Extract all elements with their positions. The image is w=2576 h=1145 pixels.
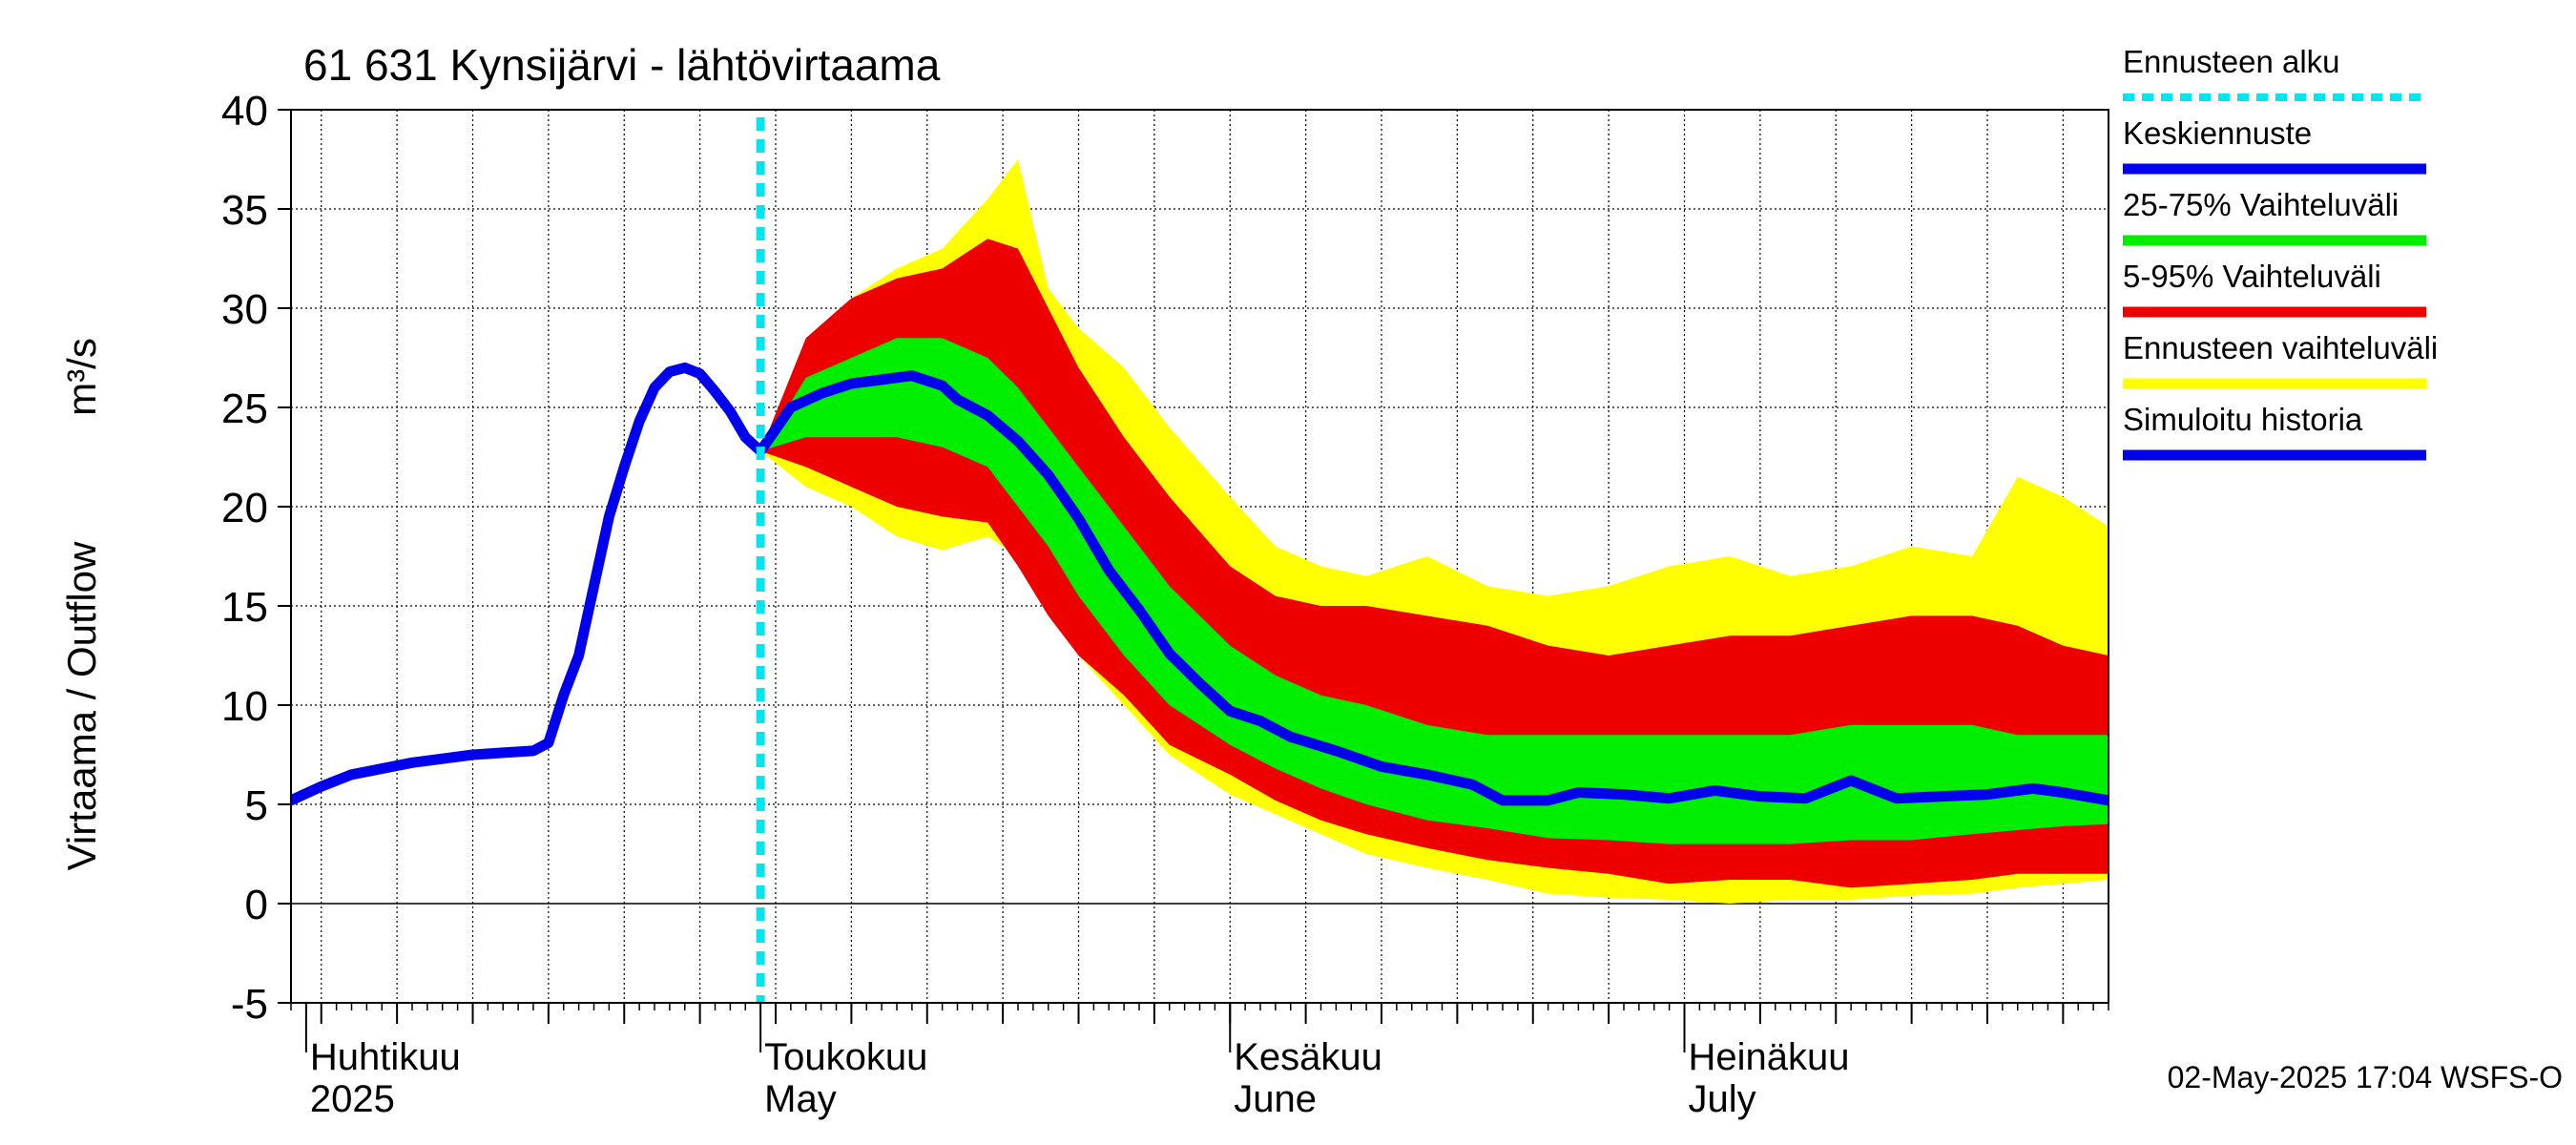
legend: Ennusteen alku Keskiennuste 25-75% Vaihtel… xyxy=(2123,44,2438,461)
chart-title: 61 631 Kynsijärvi - lähtövirtaama xyxy=(303,40,941,90)
y-tick-label: 30 xyxy=(221,286,268,333)
y-tick-label: 20 xyxy=(221,485,268,531)
y-tick-label: 0 xyxy=(245,882,268,928)
series-simuloitu-historia xyxy=(291,362,766,806)
timestamp: 02-May-2025 17:04 WSFS-O xyxy=(2168,1060,2563,1094)
y-tick-label: 10 xyxy=(221,683,268,730)
band-5-95-vaihteluv-li xyxy=(760,239,2109,888)
y-tick-label: 15 xyxy=(221,584,268,631)
legend-label: Keskiennuste xyxy=(2123,115,2312,151)
y-axis-label: Virtaama / Outflow xyxy=(59,541,104,870)
y-tick-label: 5 xyxy=(245,782,268,829)
legend-label: 25-75% Vaihteluväli xyxy=(2123,187,2399,222)
x-month-sublabel: June xyxy=(1234,1078,1317,1120)
x-month-sublabel: 2025 xyxy=(310,1078,395,1120)
x-month-label: Huhtikuu xyxy=(310,1036,461,1078)
legend-label: 5-95% Vaihteluväli xyxy=(2123,259,2381,294)
y-tick-label: -5 xyxy=(231,981,268,1028)
x-month-label: Toukokuu xyxy=(764,1036,927,1078)
y-tick-label: 40 xyxy=(221,88,268,135)
y-axis-unit: m³/s xyxy=(59,338,104,416)
series-keskiennuste xyxy=(755,370,2109,806)
legend-label: Ennusteen alku xyxy=(2123,44,2340,79)
x-month-label: Heinäkuu xyxy=(1689,1036,1850,1078)
y-tick-label: 35 xyxy=(221,187,268,234)
legend-label: Ennusteen vaihteluväli xyxy=(2123,330,2438,365)
legend-label: Simuloitu historia xyxy=(2123,402,2363,437)
series-lines xyxy=(291,362,2109,806)
x-month-sublabel: July xyxy=(1689,1078,1756,1120)
x-month-sublabel: May xyxy=(764,1078,837,1120)
y-tick-label: 25 xyxy=(221,385,268,432)
x-month-label: Kesäkuu xyxy=(1234,1036,1382,1078)
y-axis: -5 0 5 10 15 20 25 30 35 40 xyxy=(221,88,291,1028)
